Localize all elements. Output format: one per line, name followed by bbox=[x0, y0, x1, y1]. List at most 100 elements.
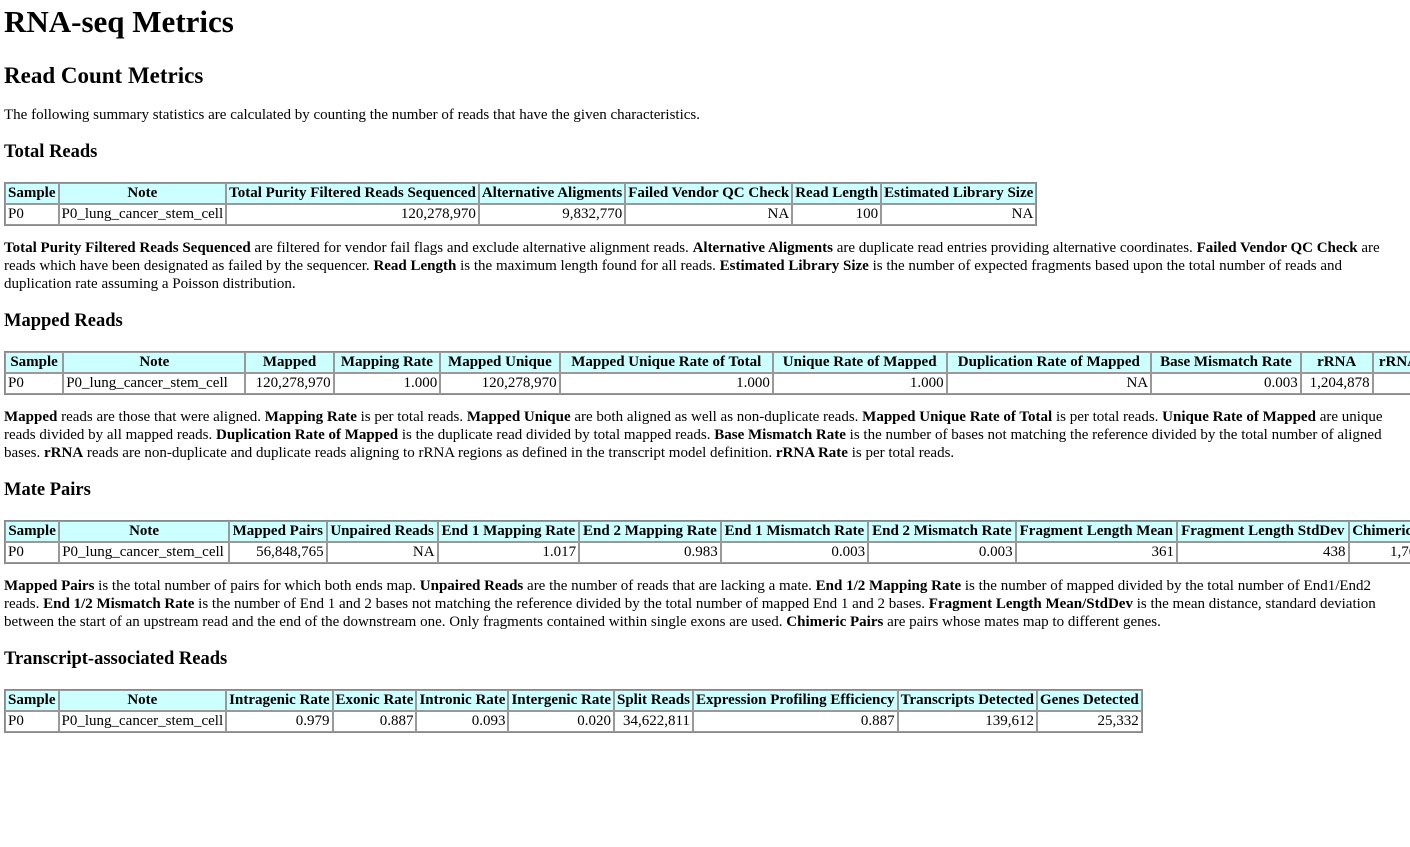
column-header: Intergenic Rate bbox=[508, 690, 614, 711]
column-header: End 1 Mapping Rate bbox=[437, 521, 580, 542]
text: is the total number of pairs for which b… bbox=[94, 578, 420, 594]
column-header: Note bbox=[58, 690, 227, 711]
cell: P0_lung_cancer_stem_cell bbox=[59, 542, 229, 563]
cell: 120,278,970 bbox=[440, 373, 560, 394]
term: Base Mismatch Rate bbox=[714, 427, 846, 443]
cell: 361 bbox=[1015, 542, 1177, 563]
page-title: RNA-seq Metrics bbox=[4, 4, 234, 39]
cell: 0.003 bbox=[720, 542, 869, 563]
column-header: Base Mismatch Rate bbox=[1151, 352, 1301, 373]
text: are the number of reads that are lacking… bbox=[523, 578, 816, 594]
column-header: Alternative Aligments bbox=[478, 183, 626, 204]
section-heading: Mate Pairs bbox=[4, 480, 91, 500]
column-header: Estimated Library Size bbox=[881, 183, 1037, 204]
cell: 0.020 bbox=[508, 711, 614, 732]
text: is per total reads. bbox=[1052, 409, 1163, 425]
term: Alternative Aligments bbox=[692, 240, 833, 256]
cell: 34,622,811 bbox=[614, 711, 693, 732]
cell: NA bbox=[881, 204, 1037, 225]
term: Unpaired Reads bbox=[419, 578, 524, 594]
cell: 0.003 bbox=[1151, 373, 1301, 394]
column-header: End 1 Mismatch Rate bbox=[720, 521, 869, 542]
column-header: Mapped Unique Rate of Total bbox=[559, 352, 773, 373]
cell: P0_lung_cancer_stem_cell bbox=[63, 373, 246, 394]
cell: 100 bbox=[792, 204, 882, 225]
cell: 1,762,858 bbox=[1348, 542, 1410, 563]
term: Mapping Rate bbox=[264, 409, 357, 425]
cell: 1.017 bbox=[437, 542, 580, 563]
column-header: Mapped Unique bbox=[440, 352, 560, 373]
section-heading: Total Reads bbox=[4, 142, 98, 162]
column-header: Unique Rate of Mapped bbox=[772, 352, 947, 373]
text: is the mean distance, standard deviation… bbox=[4, 596, 1376, 630]
column-header: Exonic Rate bbox=[332, 690, 417, 711]
column-header: End 2 Mapping Rate bbox=[579, 521, 721, 542]
text: is the number of mapped divided by the t… bbox=[4, 578, 1372, 612]
cell: P0 bbox=[5, 204, 59, 225]
column-header: Sample bbox=[5, 521, 60, 542]
cell: 1.000 bbox=[772, 373, 947, 394]
column-header: Fragment Length StdDev bbox=[1176, 521, 1349, 542]
text: reads are non-duplicate and duplicate re… bbox=[83, 445, 776, 461]
cell: P0_lung_cancer_stem_cell bbox=[58, 711, 227, 732]
cell: 56,848,765 bbox=[228, 542, 327, 563]
column-header: Expression Profiling Efficiency bbox=[692, 690, 898, 711]
column-header: Intragenic Rate bbox=[226, 690, 333, 711]
cell: 438 bbox=[1176, 542, 1349, 563]
data-row: P0 P0_lung_cancer_stem_cell 0.979 0.887 0.09… bbox=[5, 711, 1142, 732]
column-header: Mapping Rate bbox=[333, 352, 441, 373]
header-row: Sample Note Intragenic Rate Exonic Rate Intr… bbox=[5, 690, 1142, 711]
text: is the duplicate read divided by total m… bbox=[398, 427, 715, 443]
text: are unique reads divided by all mapped r… bbox=[4, 409, 1383, 443]
document: RNA-seq Metrics Read Count Metrics The f… bbox=[0, 4, 1410, 733]
cell: P0 bbox=[5, 711, 59, 732]
column-header: Fragment Length Mean bbox=[1015, 521, 1177, 542]
cell: 0.010 bbox=[1372, 373, 1410, 394]
cell: 0.887 bbox=[332, 711, 417, 732]
metrics-table: Sample Note Intragenic Rate Exonic Rate Intr… bbox=[4, 689, 1143, 733]
term: Mapped bbox=[4, 409, 58, 425]
cell: 120,278,970 bbox=[226, 204, 479, 225]
text: is the number of expected fragments base… bbox=[4, 258, 1342, 292]
header-row: Sample Note Mapped Mapping Rate Mapped Uniqu… bbox=[5, 352, 1410, 373]
cell: NA bbox=[946, 373, 1152, 394]
cell: 139,612 bbox=[897, 711, 1037, 732]
column-header: Note bbox=[63, 352, 246, 373]
term: Duplication Rate of Mapped bbox=[216, 427, 399, 443]
term: rRNA bbox=[44, 445, 84, 461]
cell: P0_lung_cancer_stem_cell bbox=[58, 204, 227, 225]
cell: 1,204,878 bbox=[1300, 373, 1373, 394]
term: Mapped Unique Rate of Total bbox=[862, 409, 1053, 425]
cell: 0.887 bbox=[692, 711, 898, 732]
sections: Total Reads Sample Note Total Purity Filter… bbox=[4, 140, 1410, 733]
term: Total Purity Filtered Reads Sequenced bbox=[4, 240, 251, 256]
column-header: Mapped Pairs bbox=[228, 521, 327, 542]
column-header: Chimeric Pairs bbox=[1348, 521, 1410, 542]
column-header: Note bbox=[58, 183, 227, 204]
section-heading: Transcript-associated Reads bbox=[4, 649, 228, 669]
description: Mapped Pairs is the total number of pair… bbox=[4, 577, 1410, 631]
body: RNA-seq Metrics Read Count Metrics The f… bbox=[0, 4, 1410, 847]
description: Total Purity Filtered Reads Sequenced ar… bbox=[4, 239, 1410, 293]
intro-text: The following summary statistics are cal… bbox=[4, 107, 701, 123]
cell: 120,278,970 bbox=[245, 373, 334, 394]
data-row: P0 P0_lung_cancer_stem_cell 120,278,970 9,8… bbox=[5, 204, 1037, 225]
header-row: Sample Note Total Purity Filtered Reads Se… bbox=[5, 183, 1037, 204]
column-header: Sample bbox=[5, 690, 59, 711]
term: Read Length bbox=[373, 258, 457, 274]
column-header: Unpaired Reads bbox=[326, 521, 438, 542]
cell: P0 bbox=[5, 373, 64, 394]
column-header: rRNA bbox=[1300, 352, 1373, 373]
text: reads are those that were aligned. bbox=[57, 409, 265, 425]
cell: 0.093 bbox=[416, 711, 509, 732]
section-title: Read Count Metrics bbox=[4, 63, 204, 88]
text: is the number of bases not matching the … bbox=[4, 427, 1382, 461]
column-header: Split Reads bbox=[614, 690, 693, 711]
term: Mapped Pairs bbox=[4, 578, 95, 594]
cell: 25,332 bbox=[1037, 711, 1142, 732]
cell: 9,832,770 bbox=[478, 204, 626, 225]
cell: 0.003 bbox=[868, 542, 1016, 563]
term: Fragment Length Mean/StdDev bbox=[928, 596, 1133, 612]
column-header: Sample bbox=[5, 183, 59, 204]
